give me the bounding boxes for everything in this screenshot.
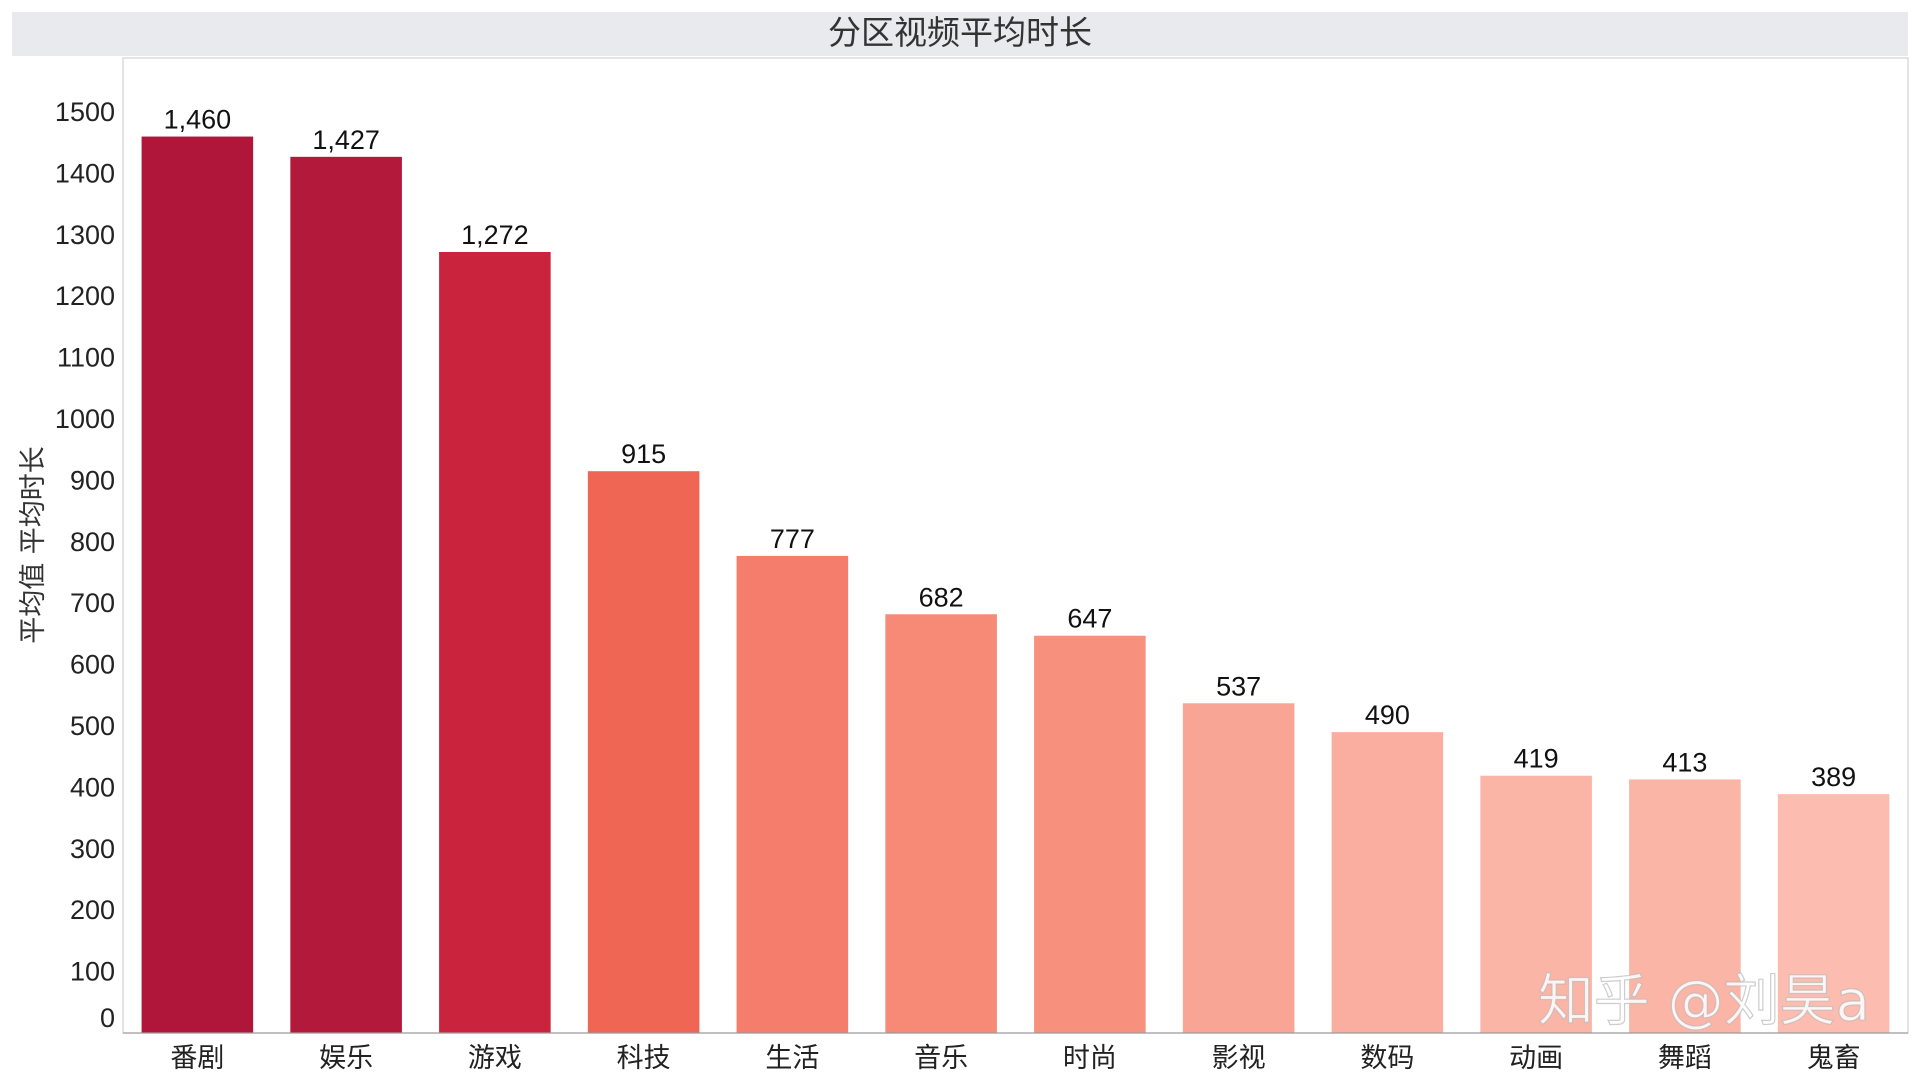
chart-title: 分区视频平均时长 [828, 13, 1092, 52]
bar-value-label: 413 [1662, 747, 1707, 777]
x-category-label: 动画 [1509, 1043, 1563, 1074]
y-tick-label: 500 [70, 711, 115, 741]
bar [1034, 635, 1146, 1033]
bar-value-label: 537 [1216, 671, 1261, 701]
y-tick-label: 900 [70, 465, 115, 495]
bar [885, 614, 997, 1033]
value-labels: 1,460 1,427 1,272 915 777 682 647 537 490 419 413 3… [164, 105, 1857, 793]
x-category-label: 舞蹈 [1658, 1043, 1712, 1074]
y-tick-label: 800 [70, 527, 115, 557]
bar-value-label: 777 [770, 524, 815, 554]
x-axis-category-labels: 番剧 娱乐 游戏 科技 生活 音乐 时尚 影视 数码 动画 舞蹈 鬼畜 [170, 1043, 1860, 1074]
y-tick-label: 100 [70, 957, 115, 987]
x-category-label: 科技 [617, 1043, 671, 1074]
x-category-label: 时尚 [1063, 1043, 1117, 1074]
y-axis-ticks: 0 100 200 300 400 500 600 700 800 900 1000 1100 1200… [55, 97, 115, 1033]
bar-value-label: 389 [1811, 762, 1856, 792]
bar [1182, 703, 1295, 1033]
bars-group [141, 136, 1890, 1033]
bar-value-label: 915 [621, 439, 666, 469]
bar [1629, 779, 1741, 1033]
x-category-label: 生活 [765, 1043, 819, 1074]
y-tick-label: 1300 [55, 220, 115, 250]
x-category-label: 影视 [1212, 1043, 1266, 1074]
bar [1480, 775, 1592, 1033]
title-bar [12, 12, 1908, 56]
bar [141, 136, 254, 1033]
y-tick-label: 200 [70, 895, 115, 925]
x-category-label: 番剧 [170, 1043, 224, 1074]
x-category-label: 鬼畜 [1807, 1043, 1861, 1074]
bar [736, 555, 849, 1033]
bar [587, 471, 700, 1033]
y-tick-label: 1500 [55, 97, 115, 127]
y-tick-label: 300 [70, 834, 115, 864]
bar [1331, 732, 1444, 1033]
y-axis-label: 平均值 平均时长 [18, 446, 49, 644]
bar-value-label: 682 [919, 582, 964, 612]
bar [1777, 794, 1890, 1033]
bar-value-label: 1,427 [312, 125, 380, 155]
bar-value-label: 419 [1514, 744, 1559, 774]
y-tick-label: 700 [70, 588, 115, 618]
bar-value-label: 1,460 [164, 105, 232, 135]
y-tick-label: 1200 [55, 281, 115, 311]
x-category-label: 音乐 [914, 1043, 968, 1074]
bar-value-label: 647 [1067, 604, 1112, 634]
bar-value-label: 490 [1365, 700, 1410, 730]
y-tick-label: 600 [70, 650, 115, 680]
x-category-label: 数码 [1360, 1043, 1414, 1074]
bar [290, 156, 402, 1033]
bar [439, 251, 551, 1033]
y-tick-label: 0 [100, 1003, 115, 1033]
y-tick-label: 1000 [55, 404, 115, 434]
y-tick-label: 1100 [57, 343, 115, 373]
y-tick-label: 400 [70, 772, 115, 802]
x-category-label: 游戏 [468, 1043, 522, 1074]
x-category-label: 娱乐 [319, 1043, 373, 1074]
bar-value-label: 1,272 [461, 220, 529, 250]
y-tick-label: 1400 [55, 158, 115, 188]
watermark: 知乎 @刘昊a [1538, 969, 1870, 1034]
